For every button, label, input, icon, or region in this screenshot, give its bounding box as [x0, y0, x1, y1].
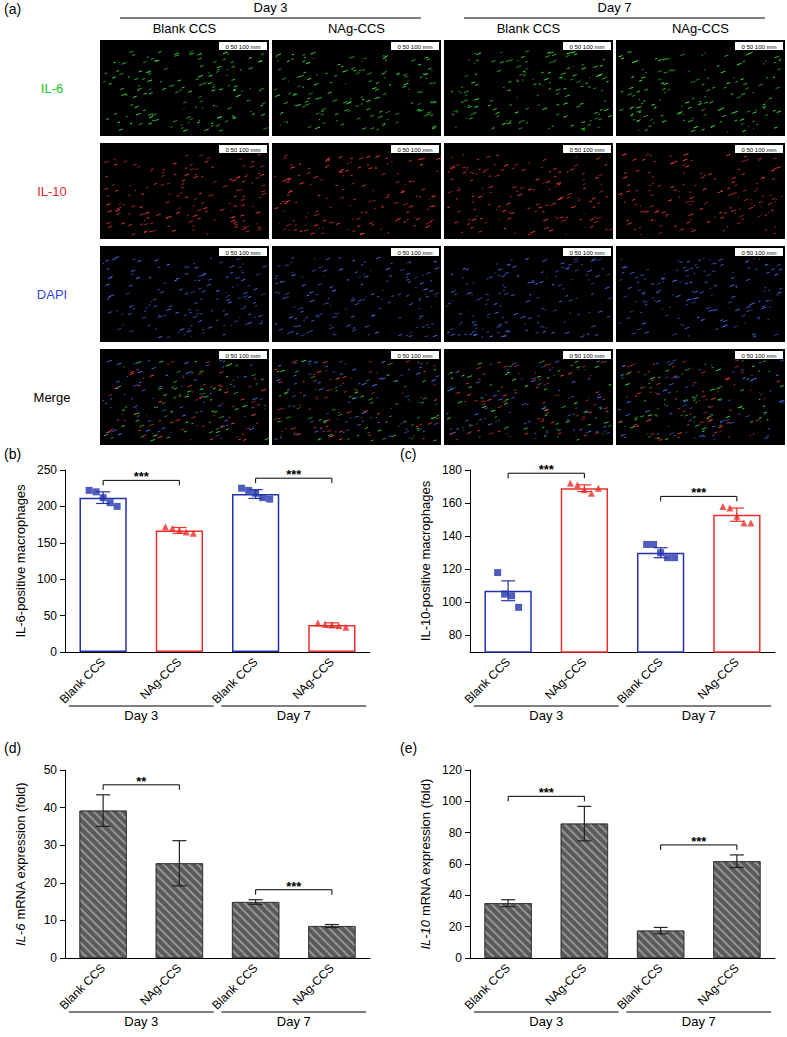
svg-text:0 50 100 mm: 0 50 100 mm [569, 250, 604, 256]
svg-text:140: 140 [442, 529, 462, 543]
svg-text:100: 100 [442, 794, 462, 808]
svg-text:0 50 100 mm: 0 50 100 mm [741, 44, 776, 50]
svg-text:***: *** [691, 834, 707, 849]
svg-text:NAg-CCS: NAg-CCS [290, 655, 337, 702]
svg-text:NAg-CCS: NAg-CCS [328, 21, 385, 36]
svg-text:180: 180 [442, 463, 462, 477]
svg-text:(d): (d) [4, 740, 21, 756]
svg-text:250: 250 [37, 463, 57, 477]
svg-text:***: *** [539, 785, 555, 800]
svg-text:(c): (c) [400, 446, 416, 462]
svg-text:IL-10-positive macrophages: IL-10-positive macrophages [418, 480, 433, 641]
svg-text:0 50 100 mm: 0 50 100 mm [225, 44, 260, 50]
svg-text:120: 120 [442, 763, 462, 777]
svg-text:60: 60 [449, 857, 463, 871]
svg-text:NAg-CCS: NAg-CCS [672, 21, 729, 36]
svg-text:(a): (a) [4, 1, 21, 17]
svg-text:0 50 100 mm: 0 50 100 mm [569, 353, 604, 359]
svg-text:0 50 100 mm: 0 50 100 mm [225, 250, 260, 256]
svg-text:NAg-CCS: NAg-CCS [542, 961, 589, 1008]
svg-text:***: *** [691, 485, 707, 500]
svg-text:20: 20 [449, 920, 463, 934]
svg-text:50: 50 [44, 763, 58, 777]
svg-text:***: *** [134, 469, 150, 484]
svg-text:IL-10: IL-10 [418, 919, 433, 949]
svg-text:Day 3: Day 3 [254, 0, 288, 15]
svg-text:100: 100 [37, 572, 57, 586]
svg-text:0 50 100 mm: 0 50 100 mm [741, 147, 776, 153]
svg-text:IL-10: IL-10 [37, 184, 67, 199]
svg-text:40: 40 [44, 801, 58, 815]
svg-text:Blank CCS: Blank CCS [614, 961, 665, 1012]
svg-text:Blank CCS: Blank CCS [57, 961, 108, 1012]
svg-text:0 50 100 mm: 0 50 100 mm [397, 147, 432, 153]
svg-text:NAg-CCS: NAg-CCS [695, 961, 742, 1008]
svg-text:0 50 100 mm: 0 50 100 mm [569, 44, 604, 50]
svg-text:Merge: Merge [34, 390, 71, 405]
svg-text:(e): (e) [400, 740, 417, 756]
svg-text:0 50 100 mm: 0 50 100 mm [741, 353, 776, 359]
svg-text:IL-6: IL-6 [13, 923, 28, 946]
svg-text:120: 120 [442, 562, 462, 576]
svg-text:0 50 100 mm: 0 50 100 mm [741, 250, 776, 256]
svg-text:100: 100 [442, 595, 462, 609]
svg-text:NAg-CCS: NAg-CCS [290, 961, 337, 1008]
svg-text:Blank CCS: Blank CCS [462, 961, 513, 1012]
svg-text:**: ** [136, 774, 147, 789]
svg-text:30: 30 [44, 838, 58, 852]
svg-text:NAg-CCS: NAg-CCS [695, 655, 742, 702]
svg-text:Day 7: Day 7 [682, 1014, 716, 1029]
svg-text:Day 3: Day 3 [529, 1014, 563, 1029]
svg-text:200: 200 [37, 499, 57, 513]
svg-text:Day 3: Day 3 [529, 708, 563, 723]
svg-text:0 50 100 mm: 0 50 100 mm [397, 44, 432, 50]
svg-text:***: *** [286, 467, 302, 482]
svg-text:Day 7: Day 7 [277, 1014, 311, 1029]
svg-text:0 50 100 mm: 0 50 100 mm [225, 147, 260, 153]
svg-text:Blank CCS: Blank CCS [497, 21, 561, 36]
svg-text:Day 7: Day 7 [598, 0, 632, 15]
svg-text:Blank CCS: Blank CCS [462, 655, 513, 706]
svg-text:0 50 100 mm: 0 50 100 mm [397, 353, 432, 359]
svg-text:80: 80 [449, 628, 463, 642]
svg-text:40: 40 [449, 888, 463, 902]
svg-text:(b): (b) [4, 446, 21, 462]
svg-text:Blank CCS: Blank CCS [209, 961, 260, 1012]
svg-text:150: 150 [37, 536, 57, 550]
svg-text:50: 50 [44, 609, 58, 623]
svg-text:0: 0 [50, 645, 57, 659]
svg-text:Day 7: Day 7 [682, 708, 716, 723]
svg-text:***: *** [539, 462, 555, 477]
svg-text:Blank CCS: Blank CCS [153, 21, 217, 36]
svg-text:0: 0 [455, 951, 462, 965]
svg-text:IL-6-positive macrophages: IL-6-positive macrophages [13, 484, 28, 638]
svg-text:Day 7: Day 7 [277, 708, 311, 723]
svg-text:0: 0 [50, 951, 57, 965]
svg-text:NAg-CCS: NAg-CCS [137, 961, 184, 1008]
svg-text:NAg-CCS: NAg-CCS [137, 655, 184, 702]
svg-text:mRNA expression (fold): mRNA expression (fold) [418, 779, 433, 920]
svg-text:IL-6: IL-6 [41, 81, 63, 96]
svg-text:Day 3: Day 3 [124, 708, 158, 723]
svg-text:***: *** [286, 879, 302, 894]
svg-text:Blank CCS: Blank CCS [57, 655, 108, 706]
svg-text:160: 160 [442, 496, 462, 510]
svg-text:0 50 100 mm: 0 50 100 mm [569, 147, 604, 153]
svg-text:Blank CCS: Blank CCS [209, 655, 260, 706]
svg-text:20: 20 [44, 876, 58, 890]
svg-text:80: 80 [449, 826, 463, 840]
svg-text:mRNA expression (fold): mRNA expression (fold) [13, 782, 28, 923]
svg-text:10: 10 [44, 913, 58, 927]
svg-text:0 50 100 mm: 0 50 100 mm [225, 353, 260, 359]
svg-text:Day 3: Day 3 [124, 1014, 158, 1029]
svg-text:DAPI: DAPI [37, 287, 67, 302]
svg-text:0 50 100 mm: 0 50 100 mm [397, 250, 432, 256]
svg-text:NAg-CCS: NAg-CCS [542, 655, 589, 702]
svg-text:Blank CCS: Blank CCS [614, 655, 665, 706]
